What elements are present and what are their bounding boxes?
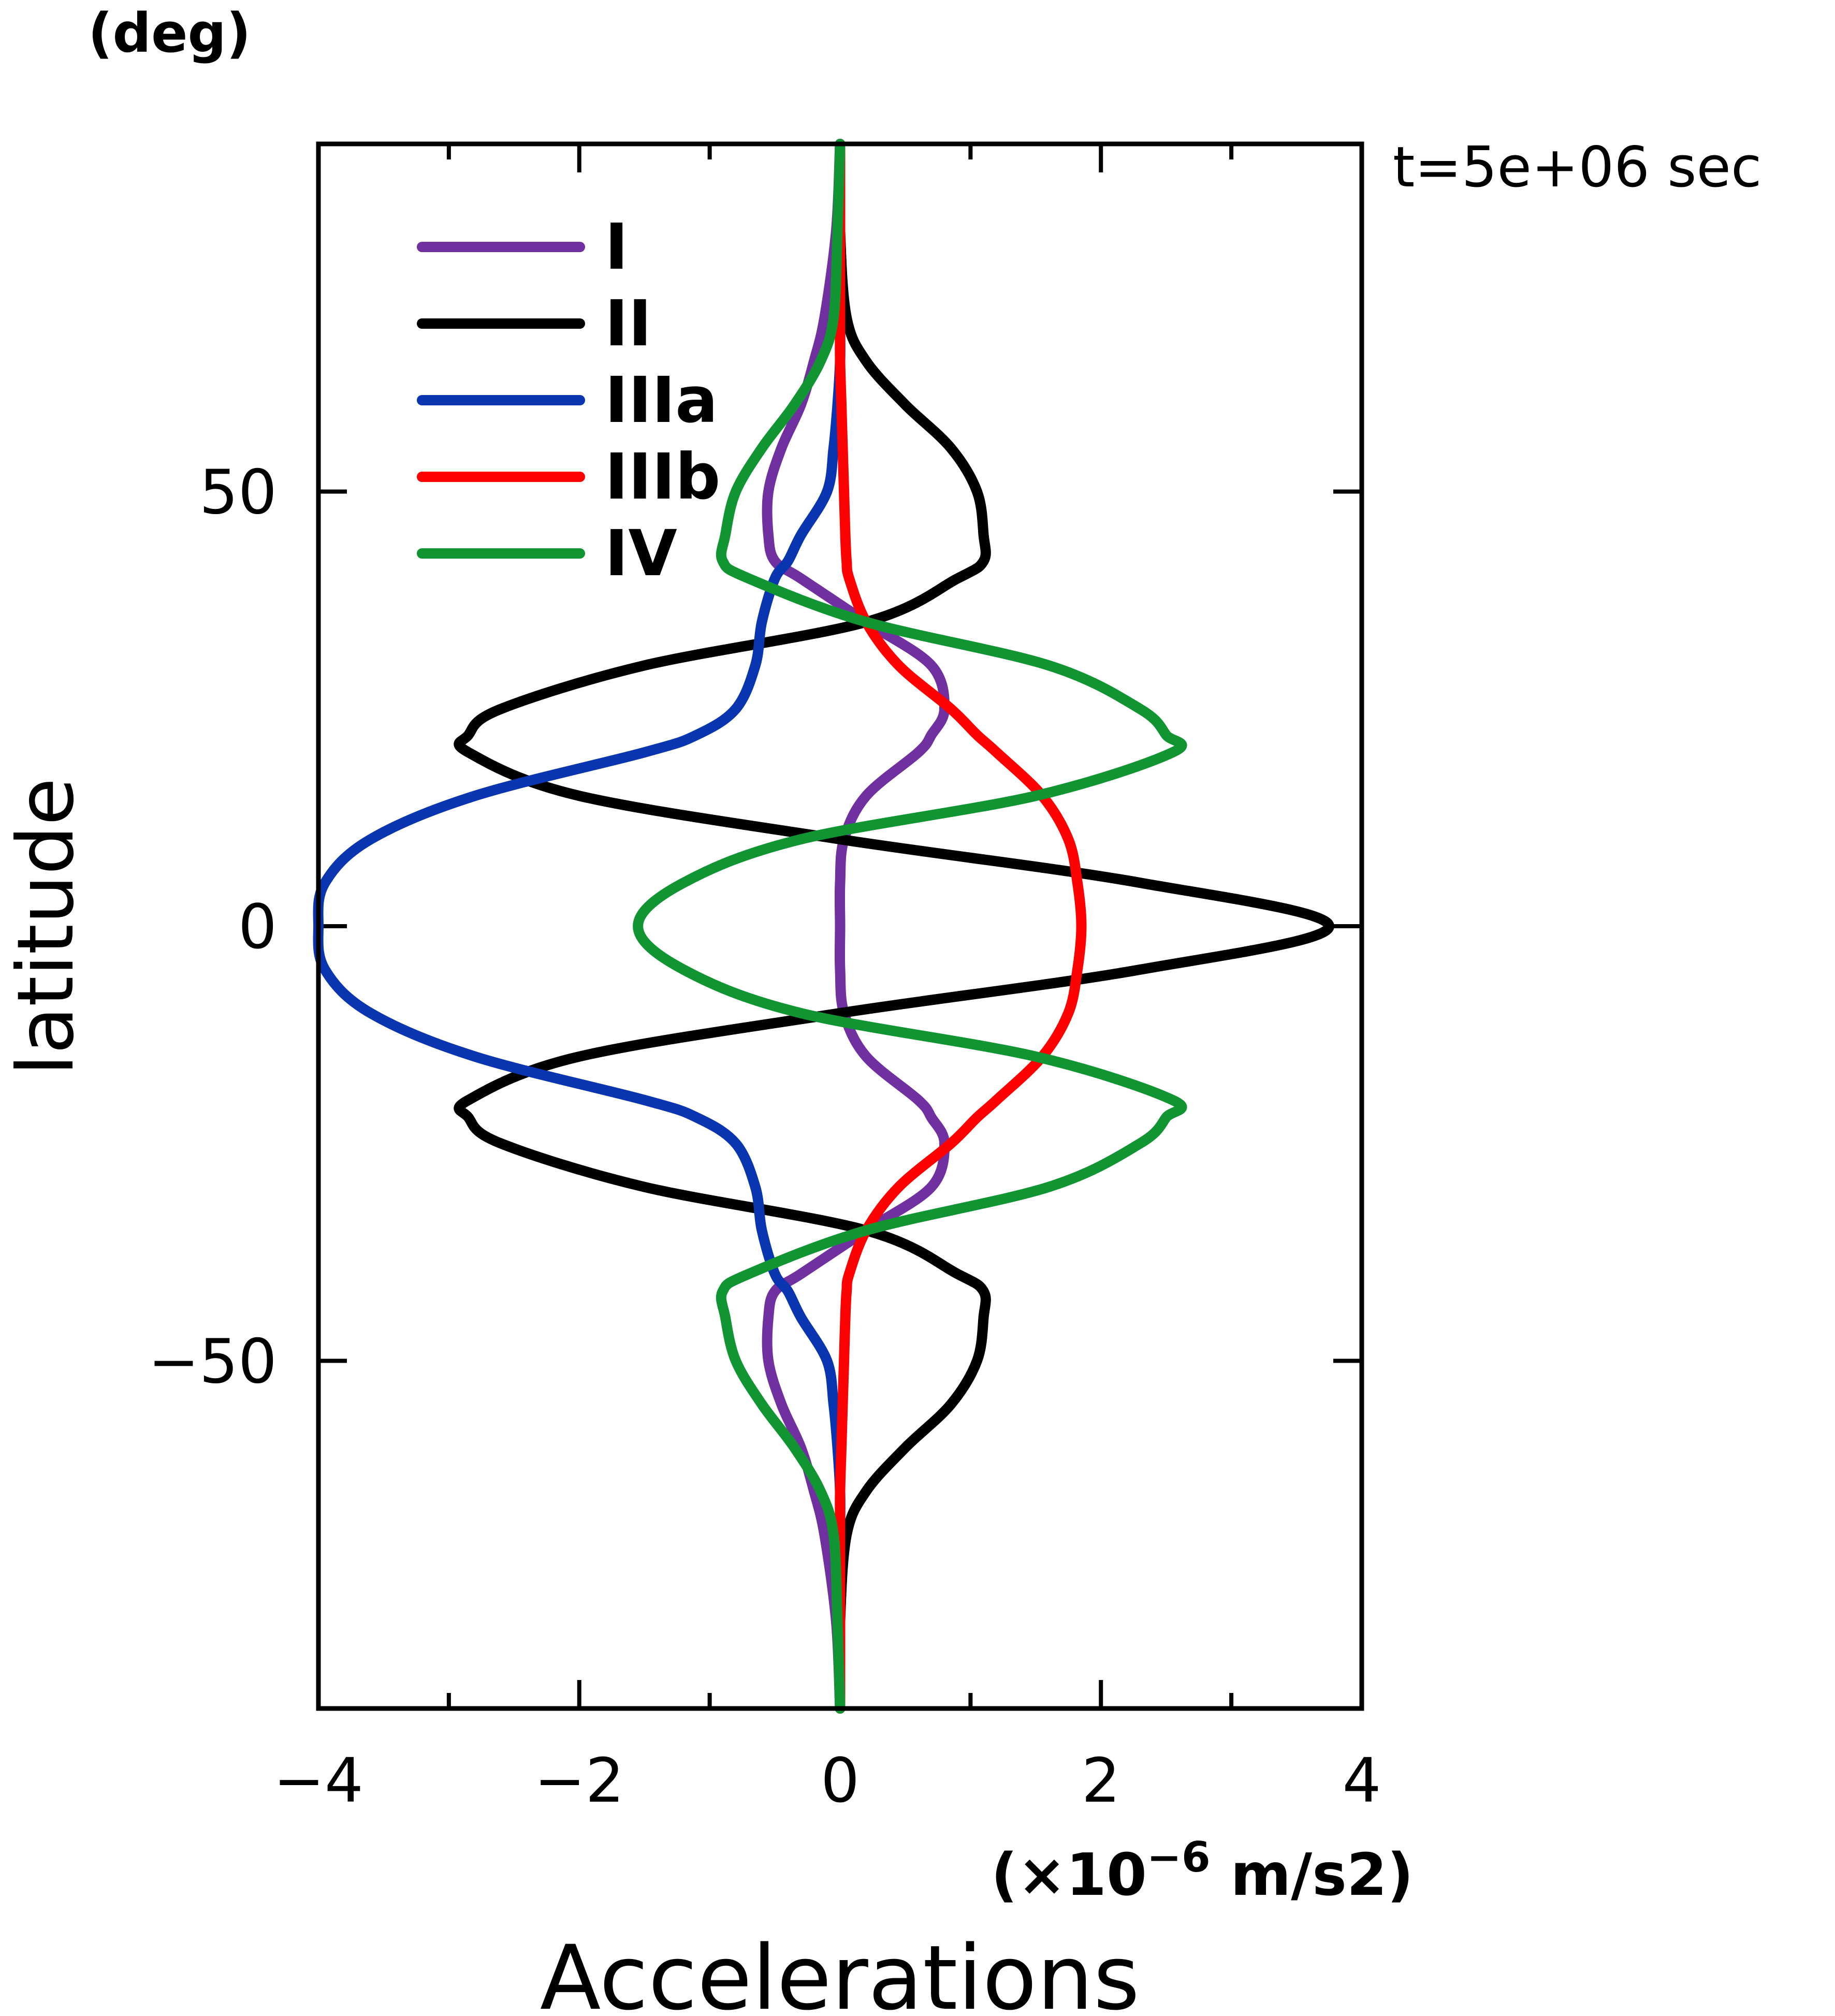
legend-label: IIIa	[605, 363, 718, 437]
series-line-iiia	[313, 139, 846, 1714]
y-tick-label: 50	[199, 457, 277, 528]
x-axis-units: (×10−6 m/s2)	[991, 1833, 1414, 1909]
x-tick-label: 2	[1082, 1745, 1120, 1816]
x-unit-prefix: (×10	[991, 1842, 1147, 1909]
x-tick-label: 0	[821, 1745, 860, 1816]
series-line-i	[762, 139, 950, 1714]
series-line-iv	[633, 139, 1187, 1714]
series-line-iiib	[835, 139, 1087, 1714]
x-unit-exponent: −6	[1147, 1833, 1211, 1881]
legend-label: IIIb	[605, 440, 721, 514]
x-axis-title: Accelerations	[540, 1926, 1140, 2016]
legend-label: I	[605, 210, 628, 284]
series-line-ii	[454, 139, 1334, 1714]
x-tick-label: −2	[534, 1745, 624, 1816]
plot-frame	[316, 141, 1364, 1711]
series-lines	[313, 139, 1334, 1714]
axis-tick-labels: −4 −2 0 2 4 50 0 −50	[148, 457, 1381, 1816]
x-tick-label: 4	[1342, 1745, 1381, 1816]
y-unit-label: (deg)	[88, 2, 251, 65]
y-axis-title: latitude	[1, 778, 91, 1075]
x-unit-suffix: m/s2)	[1211, 1842, 1414, 1909]
legend-label: IV	[605, 517, 677, 590]
time-label: t=5e+06 sec	[1393, 135, 1761, 200]
y-tick-label: 0	[238, 891, 277, 962]
x-tick-label: −4	[273, 1745, 363, 1816]
y-tick-label: −50	[148, 1325, 277, 1397]
legend-label: II	[605, 287, 652, 360]
